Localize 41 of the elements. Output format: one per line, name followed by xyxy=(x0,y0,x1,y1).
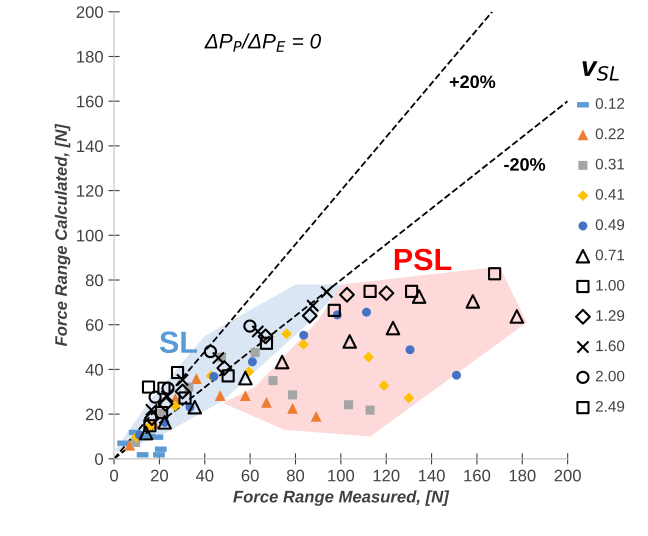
y-tick-label: 20 xyxy=(86,408,103,420)
x-axis-title: Force Range Measured, [N] xyxy=(233,490,450,506)
annotation: PSL xyxy=(394,248,452,270)
legend-label: 1.60 xyxy=(596,340,624,352)
x-tick-label: 120 xyxy=(374,470,400,482)
x-tick-label: 60 xyxy=(242,470,259,482)
legend-label: 0.49 xyxy=(596,219,624,230)
y-axis-title: Force Range Calculated, [N] xyxy=(54,124,70,346)
legend-title: v$_{SL}$ xyxy=(582,61,619,81)
y-tick-label: 40 xyxy=(85,364,103,376)
legend-label: 0.71 xyxy=(596,250,624,260)
x-tick-label: 180 xyxy=(510,470,536,482)
y-tick-label: 100 xyxy=(77,230,103,242)
x-tick-label: 140 xyxy=(418,470,445,482)
y-tick-label: 60 xyxy=(86,319,103,331)
x-tick-label: 200 xyxy=(554,470,581,482)
x-tick-label: 100 xyxy=(328,470,354,482)
x-tick-label: 40 xyxy=(196,470,214,482)
legend-label: 0.31 xyxy=(596,158,624,170)
legend-label: 0.41 xyxy=(596,188,624,200)
legend-label: 1.00 xyxy=(596,280,624,291)
y-tick-label: 160 xyxy=(77,96,103,108)
y-tick-label: 80 xyxy=(86,274,103,286)
legend-label: 0.12 xyxy=(596,98,624,109)
annotation: +20% xyxy=(450,75,496,88)
annotation: ΔP$_{P}$/ΔP$_{E}$ = 0 xyxy=(204,33,322,52)
annotation: SL xyxy=(160,331,198,354)
y-tick-label: 180 xyxy=(77,50,103,63)
y-tick-label: 140 xyxy=(77,140,103,152)
annotation: -20% xyxy=(504,158,546,171)
x-tick-label: 0 xyxy=(110,470,118,482)
y-tick-label: 0 xyxy=(95,453,103,466)
x-tick-label: 80 xyxy=(286,470,304,482)
y-tick-label: 120 xyxy=(77,185,103,197)
legend-label: 2.00 xyxy=(596,370,624,382)
x-tick-label: 160 xyxy=(464,470,490,482)
y-tick-label: 200 xyxy=(76,6,103,18)
x-tick-label: 20 xyxy=(150,470,168,482)
legend-label: 2.49 xyxy=(596,400,624,412)
legend-label: 0.22 xyxy=(596,128,624,140)
legend-label: 1.29 xyxy=(596,310,624,321)
